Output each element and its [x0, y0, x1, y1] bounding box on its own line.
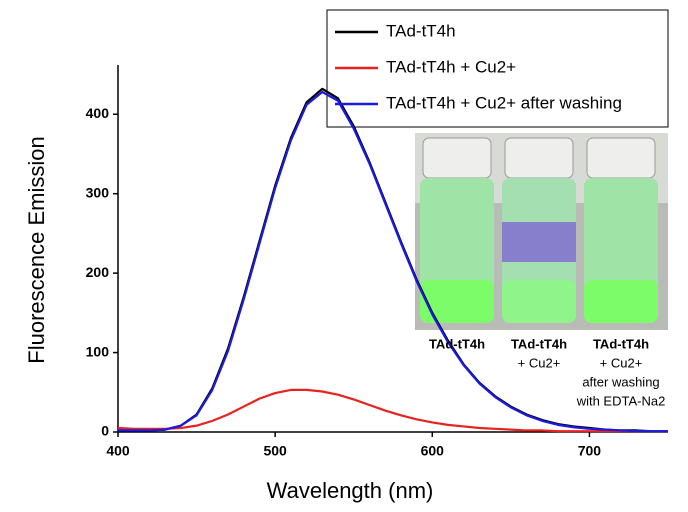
legend-label: TAd-tT4h + Cu2+ after washing [386, 93, 622, 112]
inset-label: + Cu2+ [600, 355, 643, 370]
x-tick-label: 700 [578, 443, 602, 459]
y-tick-label: 200 [86, 264, 110, 280]
page: Fluorescence Emission Wavelength (nm) 0 1… [0, 0, 688, 512]
vial-violet [502, 222, 576, 262]
x-axis-label: Wavelength (nm) [267, 478, 434, 503]
inset-label: TAd-tT4h [429, 336, 485, 351]
vial-cap [505, 138, 573, 178]
vial-cap [587, 138, 655, 178]
vial-glow [420, 280, 494, 323]
vial [420, 138, 494, 323]
inset-label: after washing [582, 374, 659, 389]
vial [584, 138, 658, 323]
inset-label: TAd-tT4h [593, 336, 649, 351]
chart: Fluorescence Emission Wavelength (nm) 0 1… [0, 0, 688, 507]
vial-glow [584, 280, 658, 323]
y-tick-label: 0 [101, 423, 109, 439]
y-axis-label: Fluorescence Emission [24, 136, 49, 363]
legend-label: TAd-tT4h [386, 21, 456, 40]
inset-label: + Cu2+ [518, 355, 561, 370]
inset-label: with EDTA-Na2 [576, 393, 666, 408]
vial-glow [502, 280, 576, 323]
legend-label: TAd-tT4h + Cu2+ [386, 57, 516, 76]
inset-photo [415, 133, 668, 330]
x-tick-label: 600 [421, 443, 445, 459]
y-tick-label: 100 [86, 343, 110, 359]
vial-cap [423, 138, 491, 178]
x-tick-label: 400 [106, 443, 130, 459]
inset-label: TAd-tT4h [511, 336, 567, 351]
x-tick-label: 500 [263, 443, 287, 459]
vial [502, 138, 576, 323]
y-tick-label: 400 [86, 105, 110, 121]
y-tick-label: 300 [86, 184, 110, 200]
